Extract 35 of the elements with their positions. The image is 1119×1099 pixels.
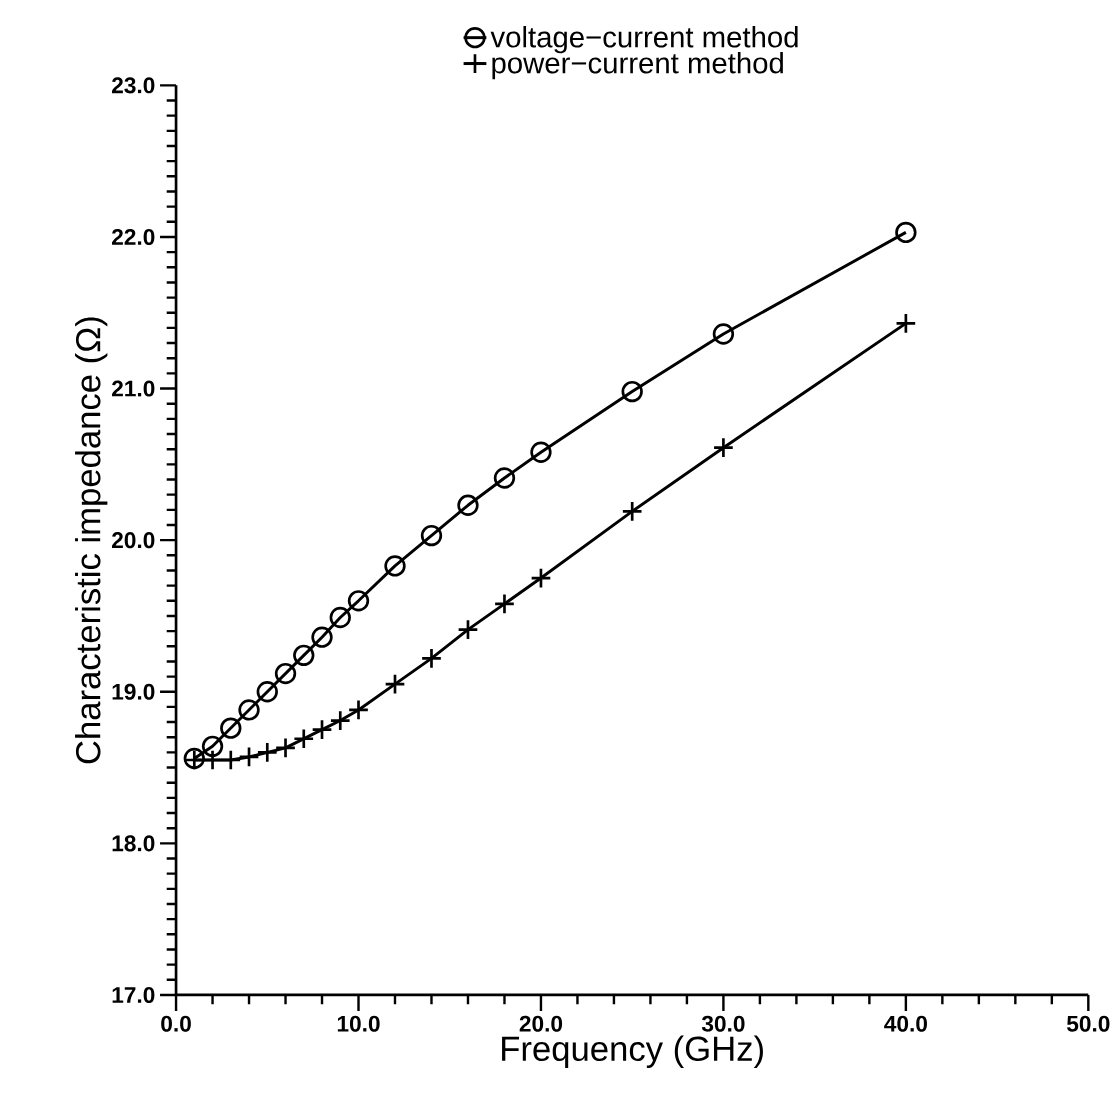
point (530, 441, 552, 463)
point (384, 555, 406, 577)
x-tick-label: 20.0 (519, 1015, 563, 1032)
point (895, 221, 917, 244)
point (311, 626, 333, 648)
x-tick-label: 0.0 (161, 1015, 191, 1032)
y-tick-label: 20.0 (112, 532, 155, 549)
point (621, 380, 643, 403)
y-tick-label: 21.0 (112, 380, 155, 397)
x-tick-label: 50.0 (1066, 1015, 1110, 1032)
y-tick-label: 17.0 (112, 986, 155, 1003)
point (329, 606, 351, 629)
point (712, 323, 735, 345)
x-tick-label: 40.0 (884, 1015, 927, 1032)
point (493, 467, 516, 489)
point (220, 717, 242, 739)
y-axis-title: Characteristic impedance (Ω) (75, 317, 108, 764)
point (256, 681, 278, 703)
x-tick-label: 10.0 (337, 1015, 380, 1032)
y-tick-label: 19.0 (112, 683, 155, 700)
point (238, 699, 260, 721)
point (530, 567, 552, 589)
point (895, 312, 917, 335)
point (457, 494, 479, 516)
point (420, 524, 443, 547)
x-axis-title: Frequency (GHz) (502, 1035, 763, 1068)
y-tick-label: 23.0 (112, 77, 155, 94)
point (274, 662, 297, 685)
point (347, 590, 370, 612)
point (293, 644, 315, 667)
point (201, 735, 224, 758)
point (384, 673, 406, 695)
x-tick-label: 30.0 (701, 1015, 745, 1032)
y-tick-label: 22.0 (112, 228, 155, 245)
y-tick-label: 18.0 (112, 835, 155, 852)
